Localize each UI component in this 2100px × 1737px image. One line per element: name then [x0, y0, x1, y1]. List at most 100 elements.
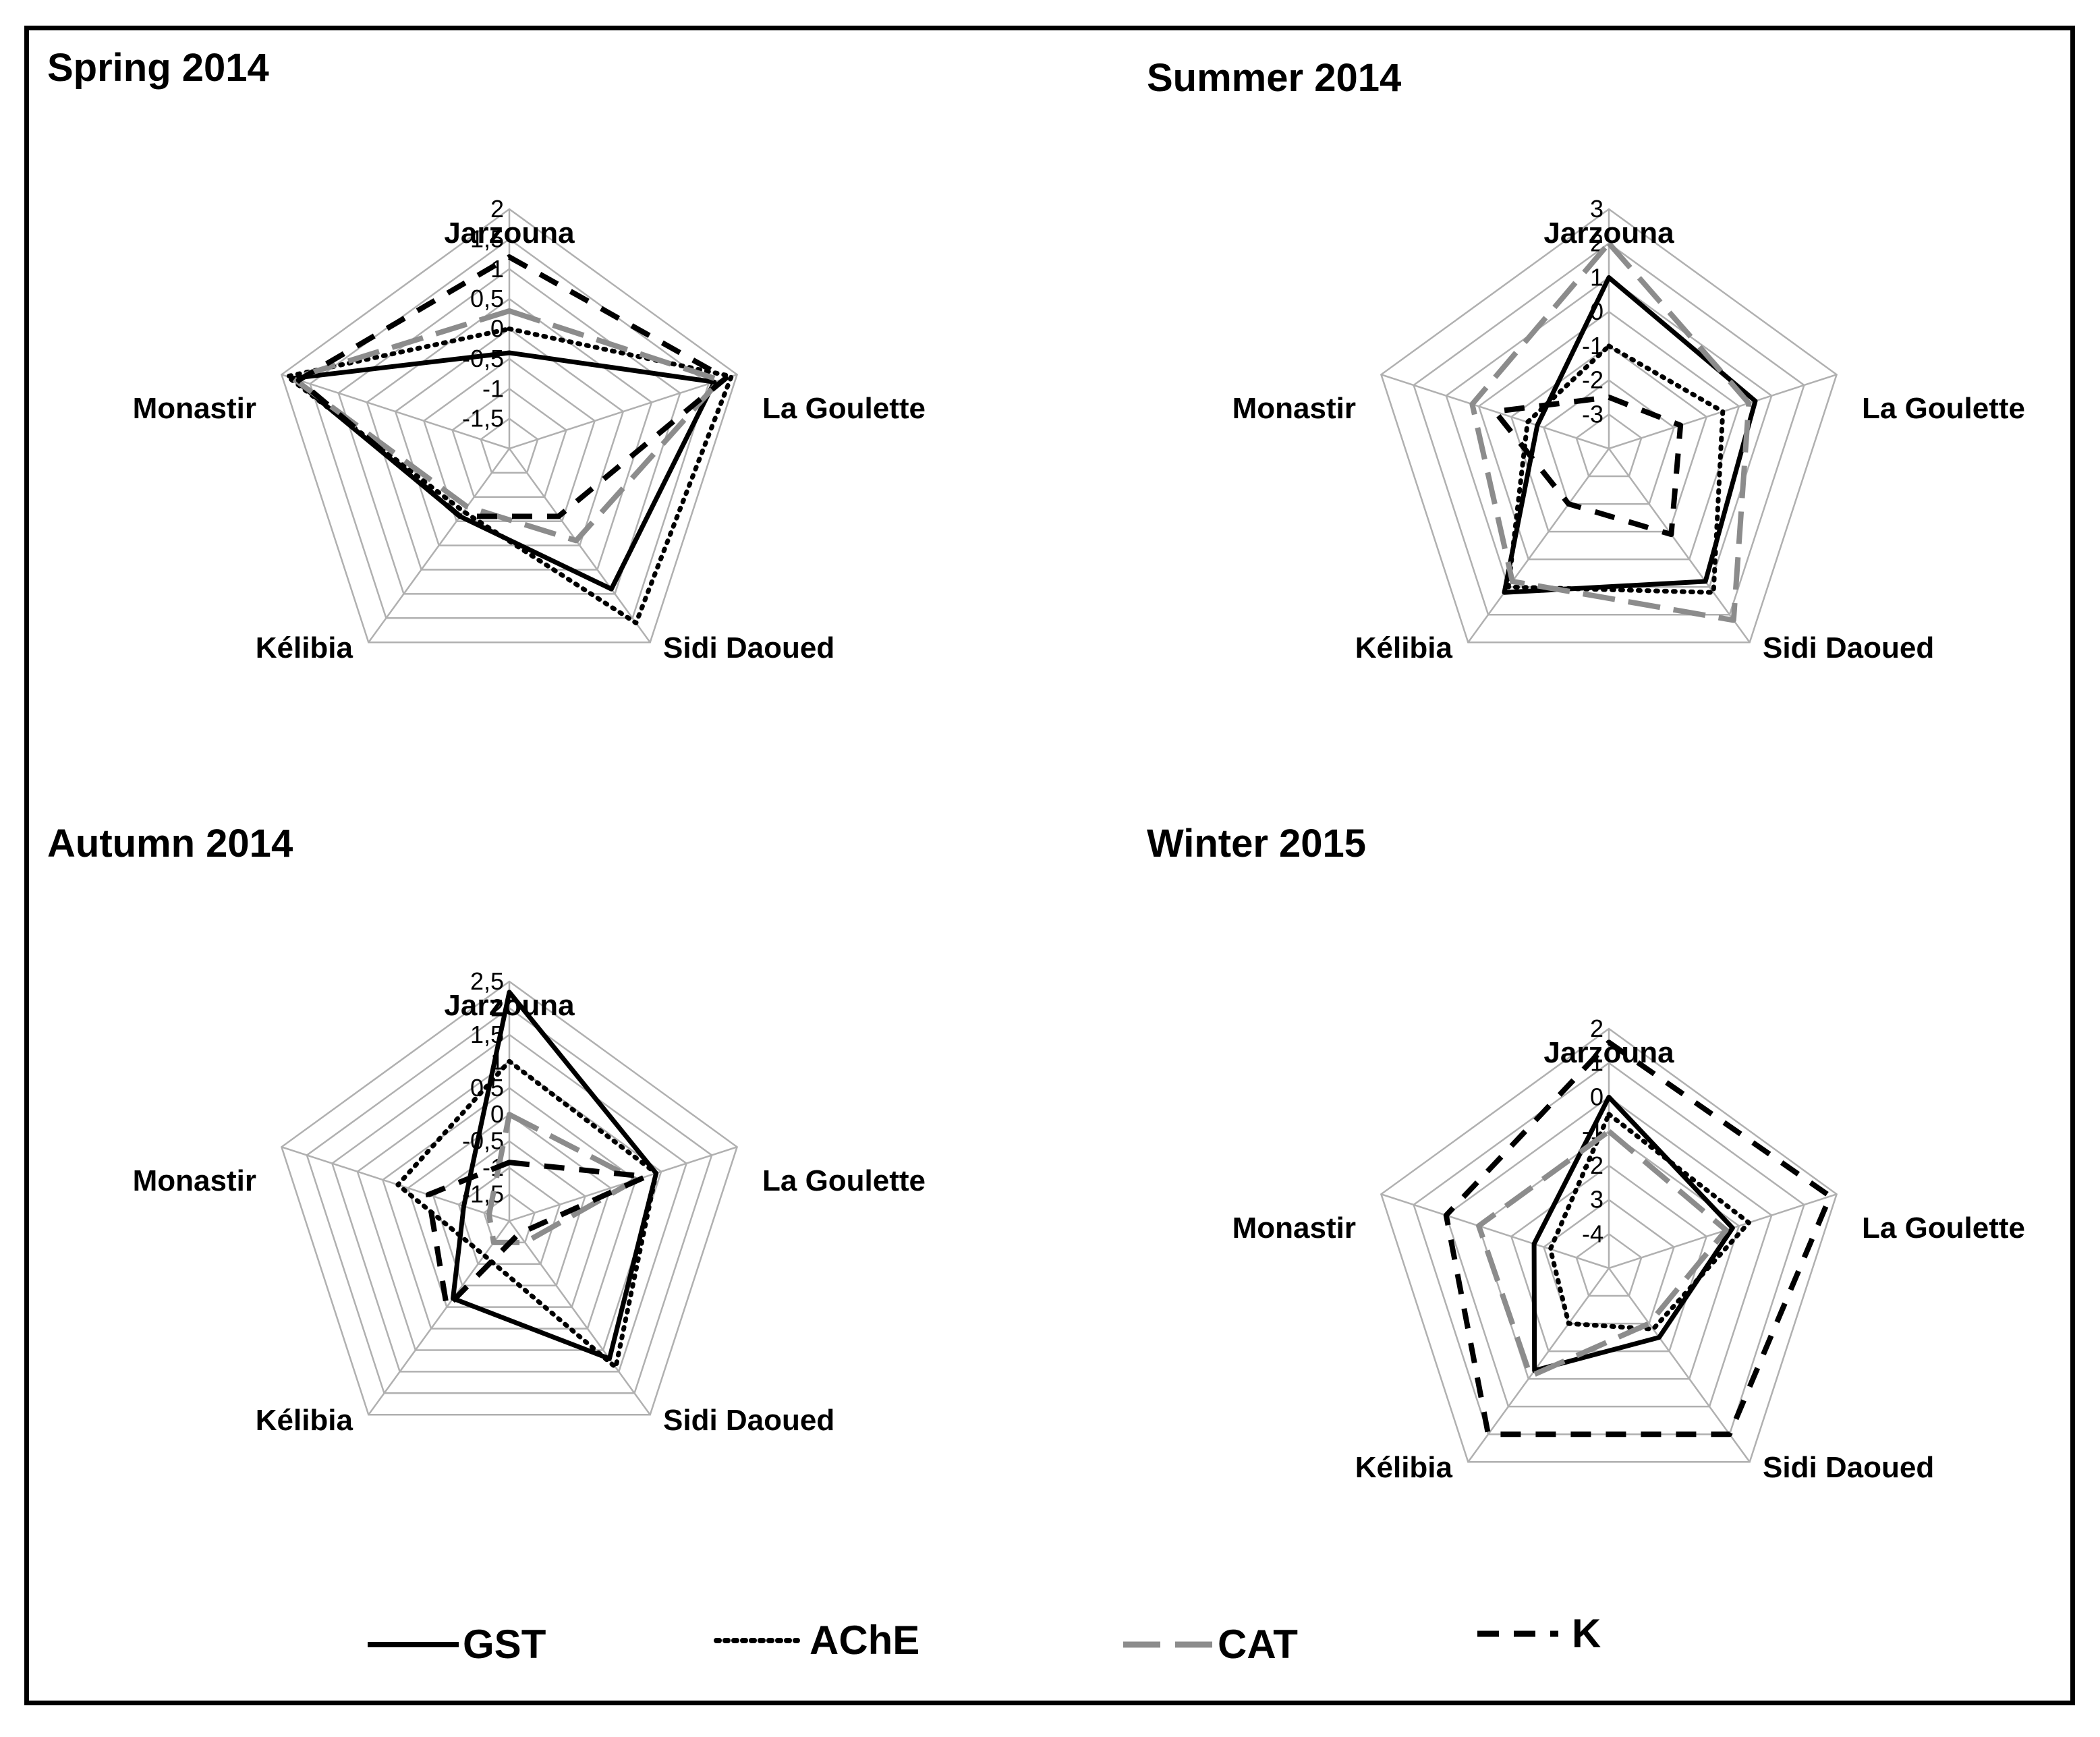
grid-ring: [394, 327, 625, 546]
grid-ring: [280, 980, 739, 1416]
grid-ring: [1575, 1232, 1643, 1297]
series-cat: [1476, 1129, 1729, 1379]
series-gst: [451, 990, 659, 1361]
legend-label-gst: GST: [463, 1622, 546, 1667]
tick-label: -1: [482, 374, 504, 402]
tick-label: -2: [1582, 366, 1604, 394]
grid-ring: [407, 1113, 612, 1308]
legend: GST AChE CAT K: [368, 1611, 1601, 1667]
series-ache: [395, 1058, 659, 1370]
grid-ring: [1510, 345, 1708, 533]
axis-label-monastir: Monastir: [1232, 1212, 1356, 1245]
tick-label: 2: [490, 994, 504, 1021]
series-k: [295, 254, 729, 519]
tick-label: 2,5: [470, 967, 504, 995]
axis-label-sidi-daoued: Sidi Daoued: [663, 631, 834, 664]
grid: [1380, 208, 1838, 644]
axis-label-sidi-daoued: Sidi Daoued: [1763, 631, 1934, 664]
axis-label-la-goulette: La Goulette: [1862, 392, 2025, 425]
chart-title: Winter 2015: [1147, 822, 1366, 865]
grid-spoke: [1380, 374, 1610, 450]
grid-ring: [356, 1060, 662, 1351]
grid-spoke: [508, 1220, 651, 1415]
grid-ring: [1575, 413, 1643, 478]
axis-label-jarzouna: Jarzouna: [1543, 217, 1674, 250]
grid: [280, 980, 739, 1416]
tick-label: -1,5: [462, 405, 504, 432]
series-k: [1492, 394, 1684, 538]
grid-ring: [1380, 1027, 1838, 1463]
grid-spoke: [368, 1220, 511, 1415]
legend-label-cat: CAT: [1218, 1622, 1298, 1667]
axis-label-la-goulette: La Goulette: [762, 1164, 926, 1197]
tick-label: 1: [1590, 263, 1604, 291]
grid-ring: [432, 1140, 586, 1286]
legend-item-k: K: [1477, 1611, 1601, 1656]
series-k: [426, 1160, 649, 1310]
axis-label-kelibia: Kélibia: [256, 1404, 353, 1437]
tick-label: 1,5: [470, 225, 504, 252]
tick-label: 2: [490, 195, 504, 223]
tick-label: 1: [490, 255, 504, 283]
legend-label-k: K: [1572, 1611, 1601, 1656]
tick-label: 0: [490, 315, 504, 343]
radar-chart-autumn-2014: Autumn 20142,521,510,50-0,5-1-1,5Jarzoun…: [47, 822, 926, 1437]
grid-spoke: [368, 448, 511, 643]
chart-title: Summer 2014: [1147, 56, 1401, 100]
axis-label-kelibia: Kélibia: [1355, 631, 1453, 664]
series-gst: [1531, 1094, 1735, 1373]
grid-spoke: [1467, 1268, 1610, 1462]
grid-ring: [1477, 310, 1740, 561]
tick-label: -0,5: [462, 1127, 504, 1155]
tick-label: 0: [1590, 1083, 1604, 1110]
axis-label-monastir: Monastir: [1232, 392, 1356, 425]
grid-spoke: [1608, 1268, 1751, 1462]
chart-title: Spring 2014: [47, 46, 269, 90]
grid-ring: [309, 237, 710, 619]
axis-label-jarzouna: Jarzouna: [1543, 1036, 1674, 1069]
charts-layer: Spring 201421,510,50-0,5-1-1,5JarzounaLa…: [47, 46, 2025, 1484]
tick-label: 3: [1590, 195, 1604, 223]
series-cat: [290, 308, 723, 544]
tick-label: -3: [1582, 400, 1604, 428]
axis-label-jarzouna: Jarzouna: [444, 989, 575, 1022]
grid-ring: [331, 1033, 688, 1373]
grid-spoke: [1380, 1193, 1610, 1270]
tick-label: 0: [490, 1100, 504, 1128]
grid-spoke: [508, 448, 651, 643]
series-ache: [1548, 1112, 1751, 1332]
grid-ring: [1445, 1095, 1773, 1408]
axis-label-monastir: Monastir: [133, 392, 256, 425]
grid-spoke: [281, 374, 510, 450]
grid-ring: [280, 208, 739, 644]
legend-item-ache: AChE: [714, 1618, 919, 1663]
axis-label-la-goulette: La Goulette: [1862, 1212, 2025, 1245]
grid-spoke: [281, 1146, 510, 1222]
series-ache: [1506, 343, 1726, 595]
grid-ring: [480, 418, 539, 474]
axis-label-sidi-daoued: Sidi Daoued: [663, 1404, 834, 1437]
axis-label-kelibia: Kélibia: [256, 631, 353, 664]
axis-label-monastir: Monastir: [133, 1164, 256, 1197]
legend-item-cat: CAT: [1123, 1622, 1298, 1667]
grid-spoke: [509, 374, 738, 450]
grid-ring: [1413, 242, 1805, 616]
tick-label: 3: [1590, 1186, 1604, 1214]
grid-ring: [1380, 208, 1838, 644]
axis-label-la-goulette: La Goulette: [762, 392, 926, 425]
grid-ring: [366, 297, 653, 571]
grid-ring: [1543, 379, 1675, 505]
series-cat: [1469, 240, 1752, 623]
grid-spoke: [1608, 448, 1751, 643]
chart-title: Autumn 2014: [47, 822, 293, 865]
axis-label-jarzouna: Jarzouna: [444, 217, 575, 250]
grid-ring: [381, 1087, 637, 1330]
series-gst: [290, 350, 717, 592]
axis-label-kelibia: Kélibia: [1355, 1451, 1453, 1484]
legend-item-gst: GST: [368, 1622, 546, 1667]
grid-ring: [451, 387, 567, 499]
tick-label: -4: [1582, 1220, 1604, 1247]
axis-label-sidi-daoued: Sidi Daoued: [1763, 1451, 1934, 1484]
legend-label-ache: AChE: [810, 1618, 919, 1663]
